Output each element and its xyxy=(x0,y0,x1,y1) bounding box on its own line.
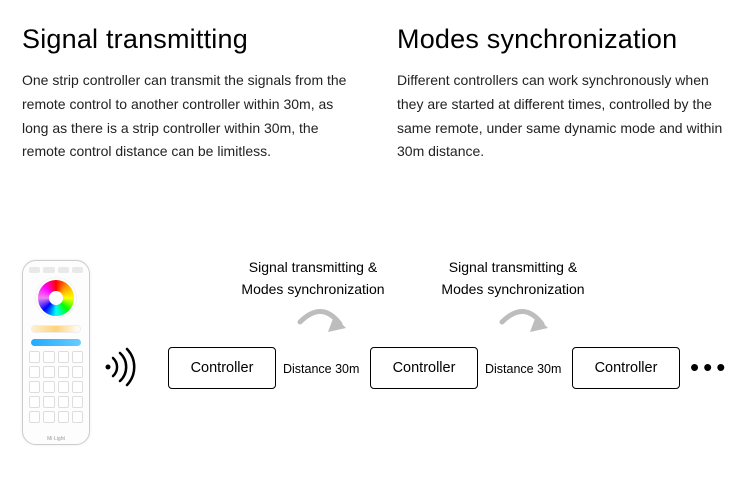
chain-label-2-line2: Modes synchronization xyxy=(441,281,584,297)
curved-arrow-icon-1 xyxy=(294,304,354,344)
text-columns: Signal transmitting One strip controller… xyxy=(22,24,728,164)
left-column: Signal transmitting One strip controller… xyxy=(22,24,353,164)
curved-arrow-icon-2 xyxy=(496,304,556,344)
signal-diagram: Mi·Light Signal transmitting & Modes syn… xyxy=(0,250,750,470)
controller-box-1: Controller xyxy=(168,347,276,389)
chain-label-2-line1: Signal transmitting & xyxy=(449,259,577,275)
distance-label-2: Distance 30m xyxy=(485,362,561,376)
chain-label-1-line1: Signal transmitting & xyxy=(249,259,377,275)
chain-label-1: Signal transmitting & Modes synchronizat… xyxy=(208,256,418,301)
chain-label-1-line2: Modes synchronization xyxy=(241,281,384,297)
left-heading: Signal transmitting xyxy=(22,24,353,55)
ellipsis-icon: ••• xyxy=(690,352,729,383)
controller-box-3: Controller xyxy=(572,347,680,389)
right-body: Different controllers can work synchrono… xyxy=(397,69,728,164)
controller-label-2: Controller xyxy=(393,360,456,376)
right-heading: Modes synchronization xyxy=(397,24,728,55)
controller-box-2: Controller xyxy=(370,347,478,389)
controller-label-1: Controller xyxy=(191,360,254,376)
remote-brand-label: Mi·Light xyxy=(23,436,89,442)
distance-label-1: Distance 30m xyxy=(283,362,359,376)
controller-label-3: Controller xyxy=(595,360,658,376)
right-column: Modes synchronization Different controll… xyxy=(397,24,728,164)
remote-control-icon: Mi·Light xyxy=(22,260,90,445)
left-body: One strip controller can transmit the si… xyxy=(22,69,353,164)
chain-label-2: Signal transmitting & Modes synchronizat… xyxy=(408,256,618,301)
wifi-signal-icon xyxy=(102,347,142,387)
